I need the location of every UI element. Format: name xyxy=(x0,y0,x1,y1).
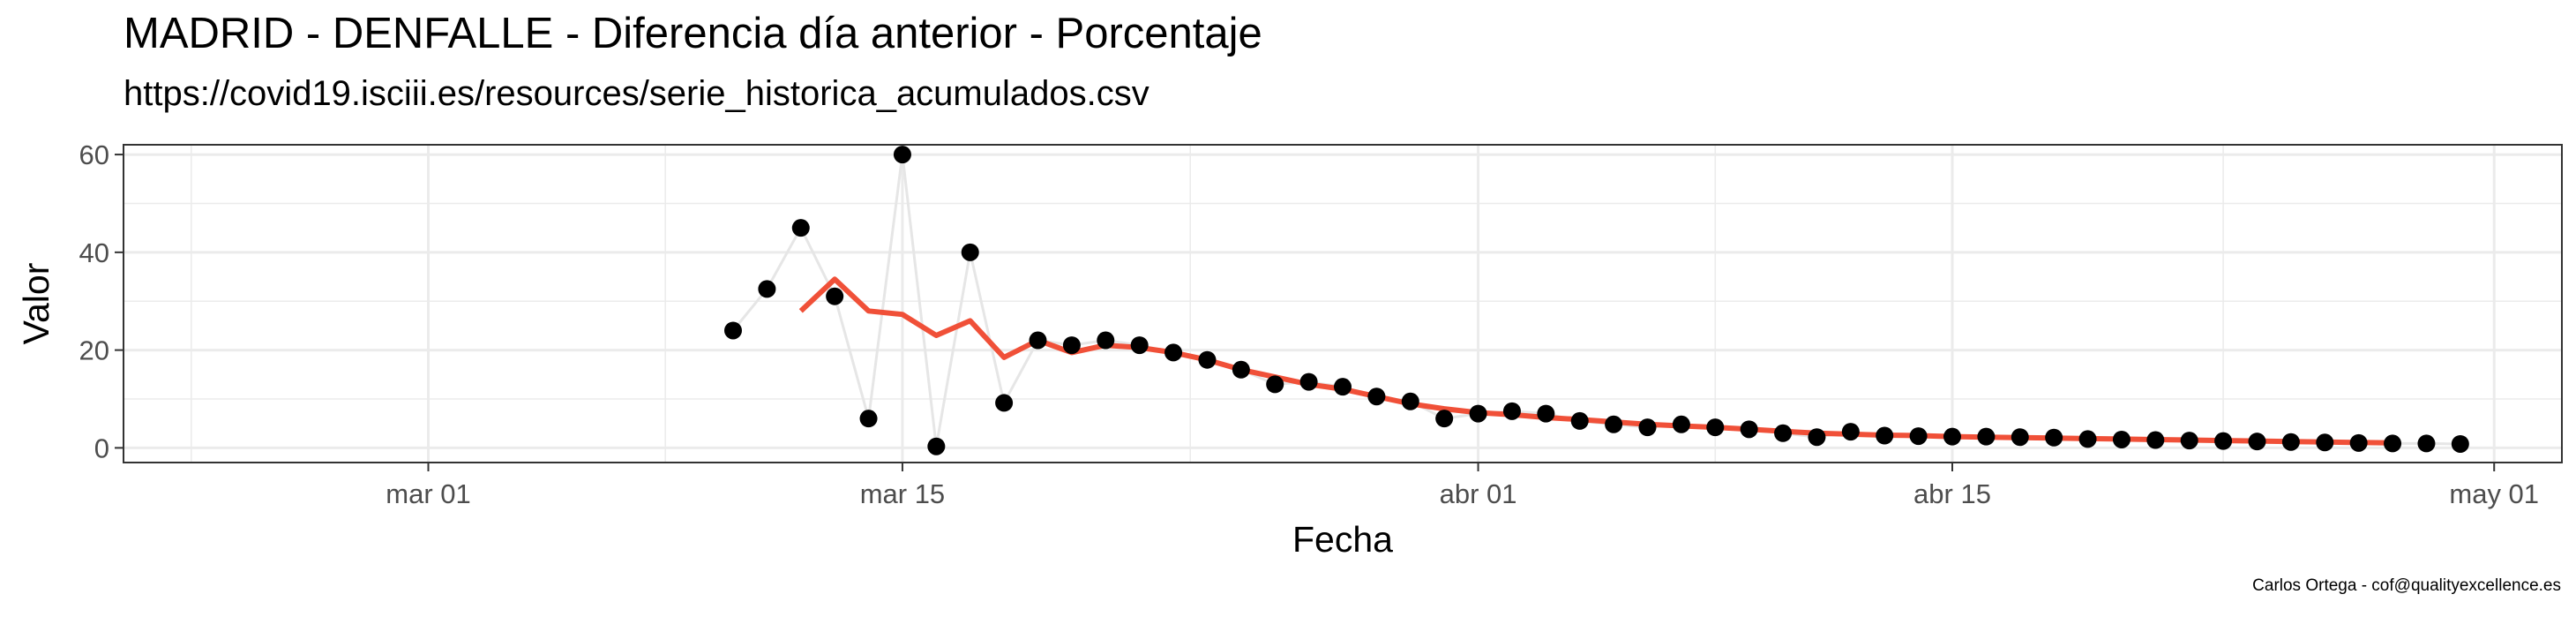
x-tick-label: may 01 xyxy=(2449,478,2539,509)
data-point xyxy=(859,410,878,428)
data-point xyxy=(1943,427,1961,446)
data-point xyxy=(1977,427,1996,446)
data-point xyxy=(1401,392,1419,410)
data-point xyxy=(1605,415,1623,433)
axes: 0 20 40 60 mar 01 mar 15 abr 01 abr 15 may 01 xyxy=(79,139,2540,509)
x-tick-label: abr 01 xyxy=(1440,478,1517,509)
data-point xyxy=(2417,434,2436,453)
data-point xyxy=(1164,343,1183,362)
data-point xyxy=(2146,431,2165,449)
data-point xyxy=(1841,423,1860,441)
chart-title: MADRID - DENFALLE - Diferencia día anter… xyxy=(124,10,1262,57)
data-point xyxy=(1808,428,1826,447)
y-axis-title: Valor xyxy=(16,263,56,345)
data-point xyxy=(2384,434,2402,453)
data-point xyxy=(995,394,1014,412)
data-point xyxy=(1876,426,1894,445)
data-point xyxy=(1909,427,1928,446)
data-point xyxy=(2349,433,2368,452)
x-tick-label: mar 15 xyxy=(860,478,945,509)
data-point xyxy=(1706,418,1725,437)
chart-subtitle: https://covid19.isciii.es/resources/seri… xyxy=(124,74,1149,113)
data-point xyxy=(2248,433,2266,451)
data-point xyxy=(1062,336,1081,355)
data-point xyxy=(893,146,911,164)
data-point xyxy=(826,287,844,305)
data-points xyxy=(724,146,2469,455)
data-point xyxy=(2045,428,2063,447)
data-point xyxy=(1299,372,1318,391)
y-tick-label: 60 xyxy=(79,139,109,170)
panel-background xyxy=(124,145,2562,463)
data-point xyxy=(1198,350,1217,369)
x-tick-label: abr 15 xyxy=(1913,478,1991,509)
data-point xyxy=(2112,430,2130,448)
data-point xyxy=(1638,418,1657,437)
data-point xyxy=(2078,430,2097,448)
x-tick-label: mar 01 xyxy=(386,478,470,509)
data-point xyxy=(724,321,742,340)
data-point xyxy=(1774,424,1793,442)
grid xyxy=(124,145,2562,463)
x-axis-title: Fecha xyxy=(1292,519,1393,560)
data-point xyxy=(1435,410,1454,428)
data-point xyxy=(1334,378,1352,396)
data-point xyxy=(1130,336,1149,355)
y-tick-label: 0 xyxy=(94,433,109,463)
panel-border xyxy=(123,144,2563,463)
data-point xyxy=(1672,415,1690,433)
y-tick-label: 20 xyxy=(79,335,109,366)
data-point xyxy=(1469,404,1487,423)
data-point xyxy=(1502,402,1521,420)
data-point xyxy=(1029,331,1047,350)
chart-caption: Carlos Ortega - cof@qualityexcellence.es xyxy=(2252,576,2561,595)
data-point xyxy=(961,243,979,261)
data-point xyxy=(927,437,946,455)
data-point xyxy=(2316,433,2334,452)
data-point xyxy=(1367,388,1386,406)
data-point xyxy=(1570,411,1589,430)
data-point xyxy=(791,219,810,237)
data-point xyxy=(1097,331,1115,350)
data-point xyxy=(2011,428,2029,447)
data-point xyxy=(758,280,776,298)
data-point xyxy=(1232,360,1250,379)
data-point xyxy=(2281,433,2300,451)
y-tick-label: 40 xyxy=(79,237,109,268)
data-point xyxy=(1266,375,1284,394)
data-point xyxy=(2180,432,2198,450)
data-point xyxy=(1740,420,1758,439)
data-point xyxy=(2451,434,2469,453)
data-point xyxy=(2214,432,2233,450)
data-point xyxy=(1537,404,1555,423)
